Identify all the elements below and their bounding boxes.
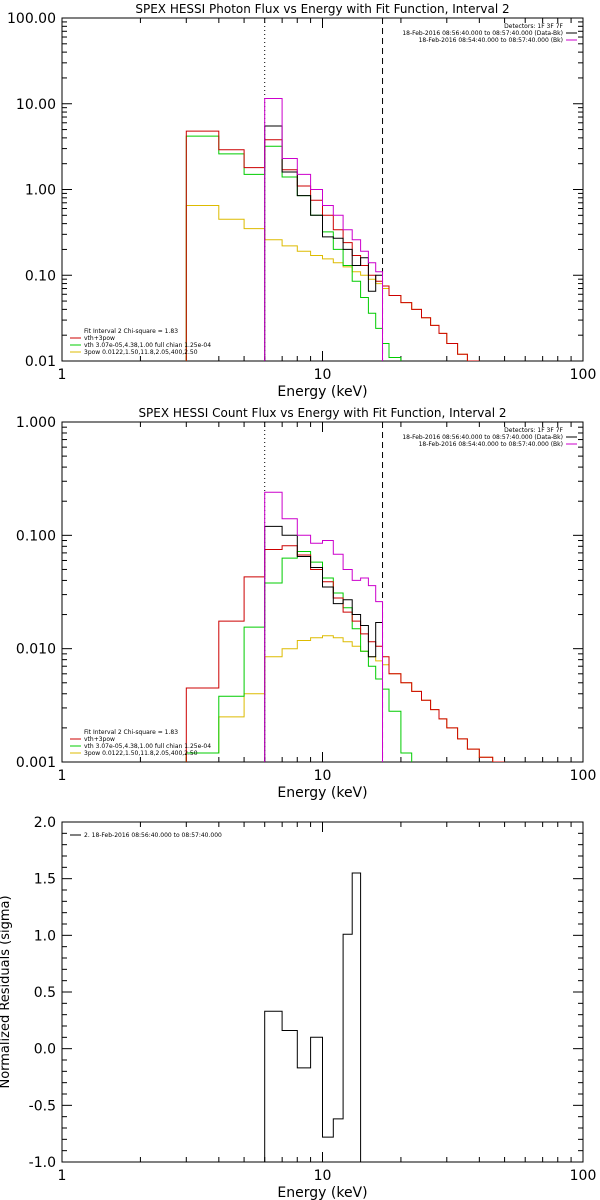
histogram-series-3 xyxy=(264,125,383,361)
histogram-series-1 xyxy=(185,551,413,762)
y-tick-label: 1.0 xyxy=(34,928,56,944)
x-tick-label: 10 xyxy=(314,1168,332,1184)
chart-title: SPEX HESSI Photon Flux vs Energy with Fi… xyxy=(135,2,509,16)
histogram-series-4 xyxy=(264,98,383,361)
y-tick-label: 0.01 xyxy=(25,354,56,370)
x-axis-label: Energy (keV) xyxy=(277,1185,367,1200)
legend-entry: vth+3pow xyxy=(84,335,115,342)
histogram-series-0 xyxy=(185,635,505,762)
y-tick-label: -1.0 xyxy=(29,1155,56,1171)
x-tick-label: 1 xyxy=(58,1168,67,1184)
photon-flux-panel: SPEX HESSI Photon Flux vs Energy with Fi… xyxy=(7,2,596,400)
y-tick-label: 0.100 xyxy=(16,528,56,544)
histogram-series-1 xyxy=(185,135,402,361)
chart-title: SPEX HESSI Count Flux vs Energy with Fit… xyxy=(138,406,506,420)
legend-entry: 3pow 0.0122,1.50,11.8,2.05,400,2.50 xyxy=(84,349,198,356)
y-tick-label: 0.010 xyxy=(16,642,56,658)
legend-entry: vth 3.07e-05,4.38,1.00 full chian 1.25e-… xyxy=(84,342,211,349)
y-axis-label: Normalized Residuals (sigma) xyxy=(0,895,13,1088)
legend-entry: 2. 18-Feb-2016 08:56:40.000 to 08:57:40.… xyxy=(84,832,222,839)
x-tick-label: 1 xyxy=(58,768,67,784)
histogram-series-3 xyxy=(264,525,383,762)
legend-entry: Detectors: 1F 3F 7F xyxy=(504,427,563,434)
legend-entry: 18-Feb-2016 08:56:40.000 to 08:57:40.000… xyxy=(402,434,563,441)
x-tick-label: 100 xyxy=(570,768,597,784)
legend-entry: 18-Feb-2016 08:56:40.000 to 08:57:40.000… xyxy=(402,30,563,37)
y-tick-label: 1.5 xyxy=(34,872,56,888)
legend-entry: Detectors: 1F 3F 7F xyxy=(504,23,563,30)
y-tick-label: 1.000 xyxy=(16,415,56,431)
residuals-panel: 1 10 100 Energy (keV) -1.0 -0.5 0.0 0.5 1.0 1.5 2.… xyxy=(0,815,596,1200)
y-tick-label: -0.5 xyxy=(29,1098,56,1114)
y-tick-label: 1.00 xyxy=(25,183,56,199)
y-tick-label: 0.001 xyxy=(16,755,56,771)
y-tick-label: 0.0 xyxy=(34,1042,56,1058)
y-tick-label: 0.10 xyxy=(25,268,56,284)
y-tick-label: 100.00 xyxy=(7,11,56,27)
legend-entry: 3pow 0.0122,1.50,11.8,2.05,400,2.50 xyxy=(84,750,198,757)
histogram-series-4 xyxy=(264,491,383,762)
histogram-series-0 xyxy=(264,872,369,1162)
plot-frame xyxy=(61,421,584,763)
histogram-series-2 xyxy=(185,545,505,762)
legend-entry: vth 3.07e-05,4.38,1.00 full chian 1.25e-… xyxy=(84,743,211,750)
x-axis-label: Energy (keV) xyxy=(277,785,367,801)
y-tick-label: 0.5 xyxy=(34,985,56,1001)
x-tick-label: 1 xyxy=(58,367,67,383)
x-tick-label: 10 xyxy=(314,768,332,784)
x-tick-label: 100 xyxy=(570,1168,597,1184)
legend-entry: vth+3pow xyxy=(84,736,115,743)
y-tick-label: 2.0 xyxy=(34,815,56,831)
legend-entry: Fit Interval 2 Chi-square = 1.83 xyxy=(84,328,178,335)
x-tick-label: 10 xyxy=(314,367,332,383)
legend-entry: Fit Interval 2 Chi-square = 1.83 xyxy=(84,729,178,736)
legend-entry: 18-Feb-2016 08:54:40.000 to 08:57:40.000… xyxy=(419,37,563,44)
x-tick-label: 100 xyxy=(570,367,597,383)
legend-entry: 18-Feb-2016 08:54:40.000 to 08:57:40.000… xyxy=(419,441,563,448)
count-flux-panel: SPEX HESSI Count Flux vs Energy with Fit… xyxy=(16,406,596,801)
y-tick-label: 10.00 xyxy=(16,97,56,113)
x-axis-label: Energy (keV) xyxy=(277,384,367,400)
